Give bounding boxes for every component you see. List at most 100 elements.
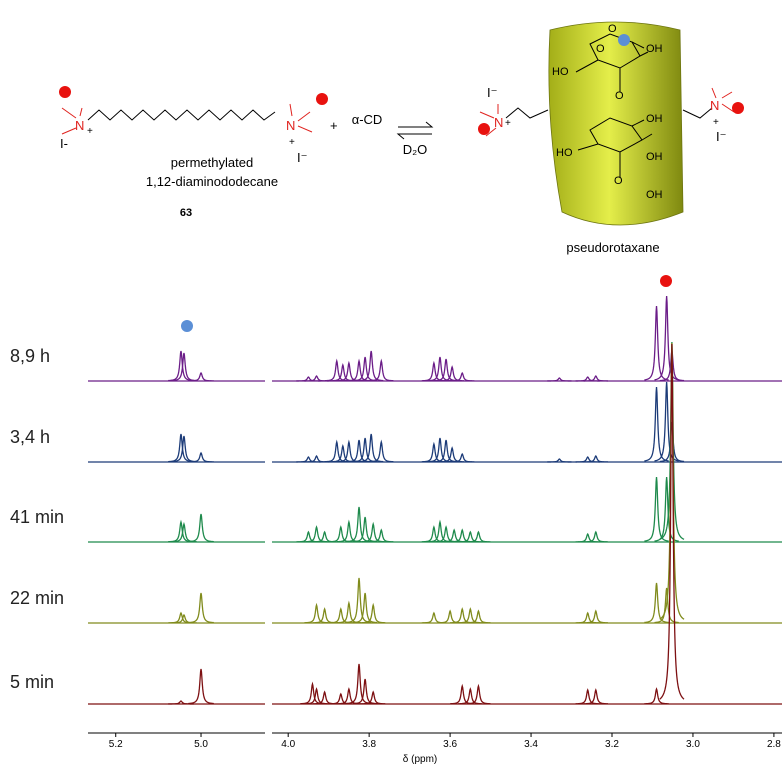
plus: +	[330, 118, 338, 133]
x-tick-label: 3.6	[443, 739, 457, 750]
peak	[346, 439, 372, 463]
red-dot	[59, 86, 71, 98]
peak	[466, 609, 491, 624]
peak	[547, 458, 572, 463]
cd-label: O	[608, 23, 617, 35]
cd-label: OH	[646, 43, 663, 55]
nitrogen: N	[286, 118, 295, 133]
charge: +	[289, 137, 295, 148]
peak	[296, 376, 321, 382]
peak	[352, 678, 378, 705]
peak	[659, 343, 685, 700]
peak	[330, 443, 356, 463]
x-tick-label: 5.0	[194, 739, 208, 750]
peak	[304, 602, 329, 624]
peak	[659, 421, 685, 463]
methyls	[289, 103, 313, 133]
counterion: I-	[60, 136, 68, 151]
peak	[188, 371, 214, 382]
peak	[369, 358, 394, 382]
charge: +	[713, 117, 719, 128]
peak	[575, 611, 600, 624]
peak	[575, 376, 600, 382]
spectrum-label: 5 min	[10, 672, 54, 692]
peak	[188, 451, 214, 463]
peak	[188, 513, 214, 543]
peak	[583, 688, 608, 705]
peak	[328, 607, 353, 624]
peak	[346, 358, 372, 382]
compound-name: permethylated	[171, 155, 253, 170]
peak	[466, 530, 491, 543]
spectrum-label: 8,9 h	[10, 346, 50, 366]
blue-dot	[181, 320, 193, 332]
peak	[583, 530, 608, 543]
red-dot	[478, 123, 490, 135]
red-dot	[660, 275, 672, 287]
cd-label: HO	[556, 147, 573, 159]
peak	[575, 532, 600, 543]
peak	[450, 371, 475, 382]
peak	[324, 358, 349, 382]
counterion: I⁻	[487, 85, 497, 100]
peak	[369, 439, 394, 463]
chain	[682, 107, 713, 119]
peak	[358, 350, 384, 382]
peak	[583, 375, 608, 382]
solvent: D₂O	[403, 142, 428, 157]
scheme-right: I⁻ N + N + I⁻ O OH HO O O OH HO OH O OH	[478, 21, 744, 226]
peak	[427, 437, 453, 463]
peak	[583, 609, 608, 624]
compound-number: 63	[180, 207, 192, 219]
peak	[296, 456, 321, 463]
peak	[466, 683, 491, 705]
red-dot	[316, 93, 328, 105]
peak	[358, 433, 384, 463]
peak	[575, 688, 600, 705]
peak	[654, 295, 679, 381]
peak	[328, 525, 353, 543]
peak	[296, 530, 321, 543]
spectrum-label: 22 min	[10, 588, 64, 608]
methyls	[711, 87, 735, 113]
glucose-rings	[575, 33, 653, 178]
charge: +	[505, 118, 511, 129]
methyls	[479, 104, 499, 137]
methyls	[61, 107, 83, 135]
scheme-left: N + I- N + I⁻ permethylated 1,12-diamino…	[59, 86, 328, 219]
peak	[458, 530, 483, 543]
peak	[644, 305, 669, 381]
peak	[330, 362, 356, 382]
peak	[324, 439, 349, 463]
x-tick-label: 3.4	[524, 739, 538, 750]
peak	[188, 592, 214, 624]
charge: +	[87, 126, 93, 137]
chain	[505, 107, 549, 119]
x-tick-label: 3.8	[362, 739, 376, 750]
peak	[458, 687, 483, 705]
spectrum-label: 3,4 h	[10, 427, 50, 447]
peak	[458, 607, 483, 624]
peak	[361, 602, 386, 624]
peak	[304, 525, 329, 543]
peak	[312, 530, 337, 543]
peak	[644, 476, 669, 542]
peak	[547, 377, 572, 382]
product-name: pseudorotaxane	[566, 240, 659, 255]
cd-label: O	[615, 90, 624, 102]
cd-label: OH	[646, 113, 663, 125]
x-tick-label: 3.2	[605, 739, 619, 750]
peak	[300, 681, 325, 705]
nitrogen: N	[710, 98, 719, 113]
peak	[361, 690, 386, 705]
cd-label: HO	[552, 66, 569, 78]
red-dot	[732, 102, 744, 114]
cd-label: OH	[646, 189, 663, 201]
peak	[304, 455, 329, 463]
peak	[304, 375, 329, 382]
x-tick-label: 5.2	[109, 739, 123, 750]
peak	[439, 446, 465, 463]
peak	[450, 452, 475, 463]
x-tick-label: 2.8	[767, 739, 781, 750]
